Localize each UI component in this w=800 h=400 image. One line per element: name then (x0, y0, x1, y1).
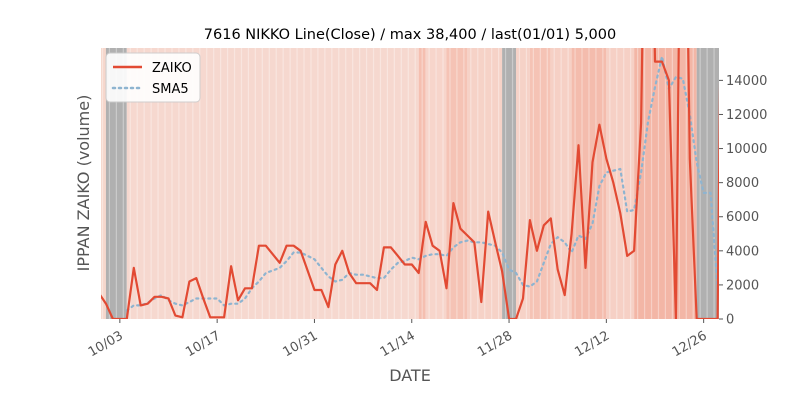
legend: ZAIKO SMA5 (105, 52, 201, 103)
legend-box (105, 52, 201, 103)
background-band (502, 48, 516, 319)
series-line-zaiko (101, 48, 719, 319)
y-axis-ticks: 0 2000 4000 6000 8000 10000 12000 14000 (719, 74, 767, 328)
y-tick-label: 12000 (726, 108, 767, 123)
background-band (467, 48, 503, 319)
y-axis-label: IPPAN ZAIKO (volume) (74, 95, 93, 272)
background-band (418, 48, 426, 319)
y-tick-label: 0 (726, 313, 734, 328)
x-tick-label: 10/03 (86, 328, 126, 360)
y-tick-label: 8000 (726, 176, 759, 191)
x-tick-label: 12/12 (572, 328, 612, 360)
background-band (571, 48, 607, 319)
x-axis-ticks: 10/03 10/17 10/31 11/14 11/28 12/12 12/26 (86, 319, 710, 360)
x-tick-label: 11/14 (378, 328, 418, 360)
x-tick-label: 11/28 (475, 328, 515, 360)
y-tick-label: 6000 (726, 210, 759, 225)
x-tick-label: 12/26 (670, 328, 710, 360)
legend-label-zaiko: ZAIKO (152, 61, 192, 76)
background-band (529, 48, 551, 319)
background-band (425, 48, 447, 319)
y-tick-label: 14000 (726, 74, 767, 89)
x-tick-label: 10/17 (183, 328, 223, 360)
y-tick-label: 2000 (726, 278, 759, 293)
x-tick-label: 10/31 (281, 328, 321, 360)
series-layer (101, 48, 719, 319)
background-band (696, 48, 719, 319)
series-line-sma5 (125, 55, 719, 312)
background-band (105, 48, 127, 319)
background-band (101, 48, 106, 319)
background-band (606, 48, 635, 319)
y-tick-label: 4000 (726, 244, 759, 259)
background-band (446, 48, 468, 319)
x-axis-label: DATE (389, 366, 431, 385)
legend-label-sma5: SMA5 (152, 82, 189, 97)
chart-title: 7616 NIKKO Line(Close) / max 38,400 / la… (204, 27, 616, 43)
y-tick-label: 10000 (726, 142, 767, 157)
